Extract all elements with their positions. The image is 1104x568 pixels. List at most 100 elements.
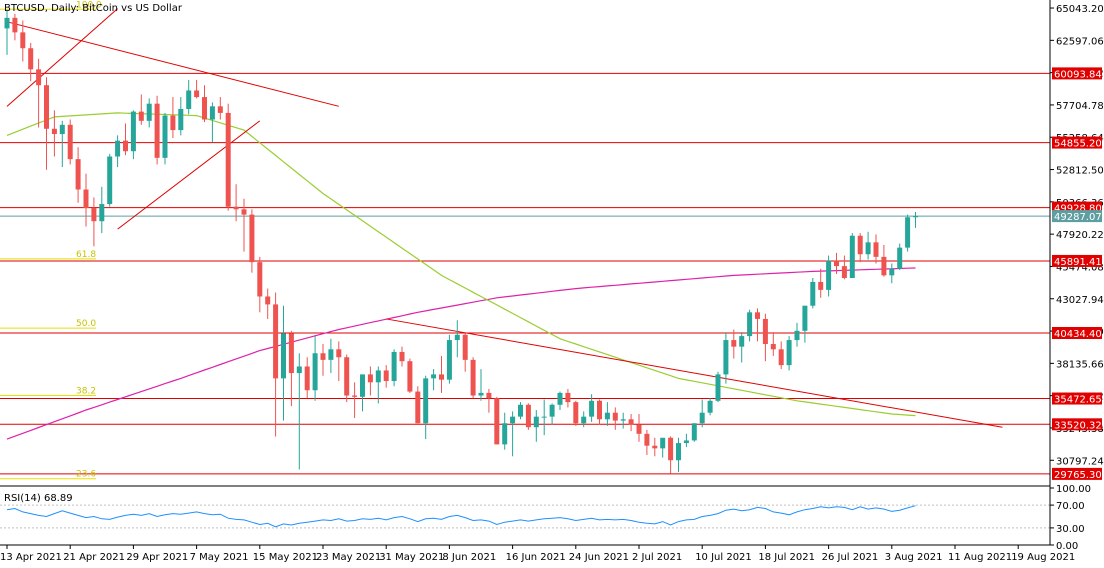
fib-label: 50.0 <box>76 319 96 329</box>
time-tick-label: 19 Aug 2021 <box>1011 552 1075 563</box>
candle <box>265 288 271 319</box>
rsi-tick-label: 100.00 <box>1056 484 1091 495</box>
level-label-box <box>1052 254 1102 267</box>
candle <box>549 403 555 425</box>
candle <box>367 366 373 396</box>
rsi-line <box>6 505 916 528</box>
candle-body <box>273 304 279 379</box>
candle <box>620 412 626 429</box>
candle <box>668 436 674 474</box>
candle <box>194 79 200 99</box>
candle <box>36 58 42 128</box>
candle <box>209 102 215 142</box>
candle <box>762 313 768 362</box>
candle-body <box>44 85 49 129</box>
candle-body <box>194 90 200 98</box>
candle <box>454 320 460 358</box>
candle-body <box>557 392 563 405</box>
candle-body <box>533 416 539 428</box>
candle-body <box>826 260 832 290</box>
candle-body <box>249 214 255 263</box>
candle-body <box>265 296 271 305</box>
candle <box>154 95 160 165</box>
candle-body <box>367 374 373 383</box>
fib-label: 61.8 <box>76 250 96 260</box>
candle-body <box>699 412 705 424</box>
candle <box>217 97 223 120</box>
candle <box>502 412 508 450</box>
candle <box>786 336 792 371</box>
candle <box>12 13 18 41</box>
candle <box>604 402 610 426</box>
candle-body <box>857 235 863 255</box>
candle <box>660 437 666 458</box>
candle-body <box>747 312 753 337</box>
candle-body <box>439 374 444 380</box>
candle-body <box>794 330 800 341</box>
candle-body <box>865 242 871 255</box>
candle-body <box>336 349 342 358</box>
price-tick-label: 65043.200 <box>1056 4 1104 15</box>
candle-body <box>28 48 34 70</box>
level-label-box <box>1052 136 1102 149</box>
candle-body <box>818 281 824 290</box>
candle <box>225 103 231 211</box>
rsi-tick-label: 70.00 <box>1056 501 1085 512</box>
candle-body <box>494 398 500 445</box>
candle <box>446 334 452 384</box>
candle <box>107 153 113 207</box>
candle <box>336 341 342 381</box>
candle <box>115 135 121 168</box>
candle-body <box>130 111 136 152</box>
candle <box>67 119 73 165</box>
candle <box>889 263 895 284</box>
level-label-text: 29765.308 <box>1054 470 1104 481</box>
fib-label: 38.2 <box>76 387 96 397</box>
price-tick-label: 57704.780 <box>1056 101 1104 112</box>
candle <box>747 309 753 342</box>
price-tick-label: 47920.220 <box>1056 230 1104 241</box>
candle <box>352 382 358 418</box>
price-tick-label: 30797.240 <box>1056 456 1104 467</box>
candle-body <box>67 124 73 160</box>
candle-body <box>454 334 460 341</box>
candle <box>178 97 184 136</box>
candle-body <box>905 217 911 248</box>
time-tick-label: 29 Apr 2021 <box>126 552 188 563</box>
candle <box>415 386 421 424</box>
candle <box>699 399 705 428</box>
candle-body <box>589 400 595 417</box>
candle-body <box>296 366 302 374</box>
candle <box>383 365 389 388</box>
candle-body <box>573 402 579 424</box>
candle-body <box>391 351 397 381</box>
level-label-text: 54855.207 <box>1054 139 1104 150</box>
candle-body <box>604 412 610 420</box>
candle-body <box>755 312 760 319</box>
candle-body <box>723 340 729 375</box>
trend-line <box>6 21 339 107</box>
candle-body <box>4 17 10 29</box>
candle-body <box>715 374 721 401</box>
candle <box>589 394 595 422</box>
candle-body <box>383 370 389 381</box>
level-label-text: 45891.413 <box>1054 257 1104 268</box>
price-labels: 60093.845 54855.207 49928.803 45891.413 4043… <box>1052 67 1104 481</box>
chart-title: BTCUSD, Daily: BitCoin vs US Dollar <box>4 3 183 14</box>
candle-body <box>225 112 231 207</box>
candle-body <box>897 247 903 269</box>
candle-body <box>91 208 97 222</box>
candle-body <box>217 106 223 113</box>
candle-body <box>778 349 784 366</box>
candle-body <box>431 374 437 379</box>
candle-body <box>470 359 476 396</box>
candle-body <box>99 204 105 222</box>
candle <box>802 305 808 343</box>
candle-body <box>612 412 618 421</box>
candle <box>304 357 310 399</box>
candle-body <box>209 106 215 120</box>
candle <box>612 407 618 430</box>
candle <box>628 414 634 432</box>
candle-body <box>320 353 326 360</box>
